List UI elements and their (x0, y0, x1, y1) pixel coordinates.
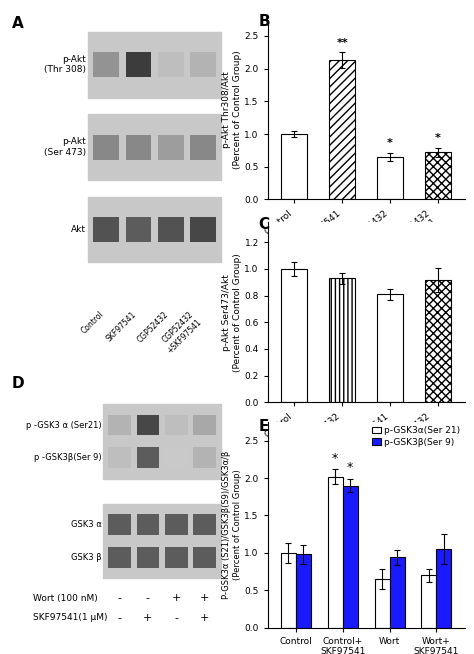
Bar (329, 60, 356, 199)
Bar (193, 447, 216, 468)
Bar (108, 447, 131, 468)
Bar (93, 217, 119, 242)
Bar (343, 485, 358, 628)
Bar (93, 52, 119, 77)
Bar (190, 217, 216, 242)
Bar (103, 504, 221, 578)
Bar (158, 135, 183, 160)
Bar (377, 157, 403, 199)
Bar (377, 294, 403, 402)
Text: -: - (118, 613, 121, 623)
Bar (281, 134, 308, 199)
Bar (437, 549, 451, 628)
Text: p -GSK3 α (Ser21): p -GSK3 α (Ser21) (26, 421, 101, 430)
Text: Akt: Akt (71, 225, 86, 234)
Bar (329, 279, 356, 402)
Text: p-Akt
(Ser 473): p-Akt (Ser 473) (44, 137, 86, 157)
Text: SKF97541(1 μM): SKF97541(1 μM) (33, 613, 108, 623)
Text: GSK3 β: GSK3 β (71, 553, 101, 562)
Text: E: E (258, 419, 269, 434)
Text: Wort (100 nM): Wort (100 nM) (33, 594, 98, 602)
Bar (108, 415, 131, 436)
Bar (193, 415, 216, 436)
Bar (165, 415, 188, 436)
Text: C: C (258, 217, 269, 232)
Text: B: B (258, 14, 270, 29)
Bar (137, 547, 159, 568)
Bar (425, 152, 451, 199)
Bar (165, 514, 188, 535)
Bar (137, 415, 159, 436)
Bar (103, 404, 221, 479)
Bar (158, 52, 183, 77)
Bar (296, 555, 311, 628)
Y-axis label: p-Akt Thr308/Akt
(Percent of Control Group): p-Akt Thr308/Akt (Percent of Control Gro… (222, 50, 242, 169)
Bar (126, 217, 151, 242)
Bar (158, 217, 183, 242)
Text: p -GSK3β(Ser 9): p -GSK3β(Ser 9) (34, 453, 101, 462)
Bar (165, 447, 188, 468)
Text: CGP52432
+SKF97541: CGP52432 +SKF97541 (157, 309, 203, 355)
Y-axis label: P-GSK3α (S21)/GSK3β(S9)/GSK3α/β
(Percent of Control Group): P-GSK3α (S21)/GSK3β(S9)/GSK3α/β (Percent… (222, 451, 242, 599)
Bar (108, 514, 131, 535)
Text: -: - (118, 593, 121, 603)
Text: SKF97541: SKF97541 (105, 309, 138, 343)
Bar (126, 135, 151, 160)
Bar (193, 514, 216, 535)
Text: *: * (435, 133, 441, 143)
Text: +: + (200, 613, 210, 623)
Text: A: A (12, 16, 24, 31)
Text: D: D (12, 376, 25, 391)
Bar (93, 135, 119, 160)
Bar (126, 52, 151, 77)
Bar (137, 514, 159, 535)
Bar (165, 547, 188, 568)
Bar (374, 579, 390, 628)
Bar (425, 280, 451, 402)
Bar (390, 557, 405, 628)
Text: **: ** (336, 38, 348, 48)
Bar (421, 576, 437, 628)
Bar (88, 32, 221, 97)
Text: CGP52432: CGP52432 (136, 309, 171, 344)
Bar (108, 547, 131, 568)
Bar (328, 477, 343, 628)
Bar (137, 447, 159, 468)
Bar (281, 269, 308, 402)
Text: *: * (332, 451, 338, 464)
Text: +: + (200, 593, 210, 603)
Text: Control: Control (80, 309, 106, 336)
Bar (190, 52, 216, 77)
Text: p-Akt
(Thr 308): p-Akt (Thr 308) (44, 55, 86, 75)
Y-axis label: p-Akt Ser473/Akt
(Percent of Control Group): p-Akt Ser473/Akt (Percent of Control Gro… (222, 253, 242, 371)
Text: +: + (172, 593, 181, 603)
Bar (88, 197, 221, 262)
Legend: p-GSK3α(Ser 21), p-GSK3β(Ser 9): p-GSK3α(Ser 21), p-GSK3β(Ser 9) (371, 424, 462, 449)
Text: +: + (143, 613, 153, 623)
Text: *: * (347, 461, 353, 474)
Bar (281, 553, 296, 628)
Bar (193, 547, 216, 568)
Text: -: - (146, 593, 150, 603)
Text: *: * (387, 139, 393, 148)
Text: -: - (174, 613, 178, 623)
Bar (190, 135, 216, 160)
Bar (88, 114, 221, 180)
Text: GSK3 α: GSK3 α (71, 520, 101, 529)
